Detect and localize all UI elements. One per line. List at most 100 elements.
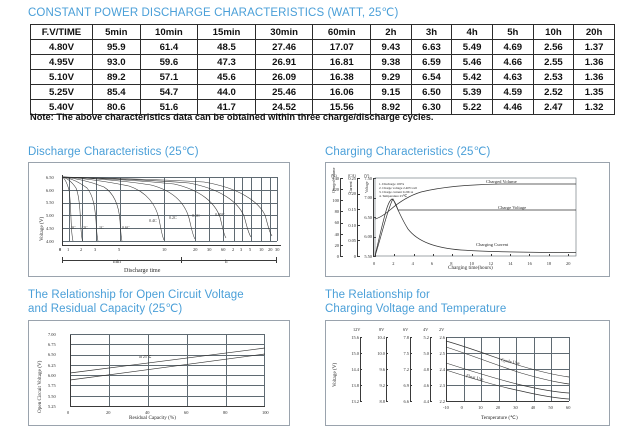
charging-axis-tickmark-0	[340, 200, 343, 202]
charging-axis-tick-2: 6.00	[364, 234, 372, 240]
charging-axis-tickmark-0	[340, 256, 343, 257]
vt-x-axis-title: Temperature (℃)	[481, 415, 518, 421]
discharge-x-tick-h: 5	[249, 247, 252, 252]
table-cell: 54.7	[139, 84, 199, 100]
charging-x-tick: 8	[450, 261, 453, 266]
charging-axis-tickmark-1	[357, 240, 360, 242]
table-cell: 95.9	[92, 39, 141, 55]
vt-x-tick: 30	[513, 405, 518, 410]
vt-scale-tickmark-0	[360, 385, 363, 386]
table-cell: 4.59	[491, 84, 534, 100]
ocv-gridline-h	[70, 375, 265, 377]
ocv-gridline-v	[187, 334, 188, 406]
vt-x-axis	[446, 401, 569, 402]
table-header-cell: 10min	[139, 24, 199, 40]
charging-axis-unit-0: (%)	[331, 174, 337, 178]
vt-gridline-v	[551, 337, 553, 401]
table-note: Note: The above characteristics data can…	[30, 112, 434, 122]
charging-x-tick: 4	[411, 261, 414, 266]
table-cell: 48.5	[197, 39, 256, 55]
charging-axis-tick-0: 20	[334, 242, 339, 248]
charging-curves	[374, 177, 577, 257]
vt-scale-tickmark-0	[360, 401, 363, 402]
ocv-gridline-v	[148, 334, 149, 406]
charging-x-tickmark	[568, 253, 569, 256]
discharge-x-tick-h: 20	[268, 247, 273, 252]
table-cell: 4.63	[491, 69, 534, 85]
table-cell: 47.3	[197, 54, 256, 70]
discharge-curve-label: 0.2C	[169, 215, 177, 220]
charging-x-tick: 6	[430, 261, 434, 266]
ocv-gridline-h	[70, 344, 265, 346]
table-cell: 9.15	[370, 84, 412, 100]
discharge-gridline-v	[195, 177, 196, 241]
ocv-gridline-top	[70, 334, 265, 335]
table-cell: 1.36	[573, 69, 615, 85]
constant-power-table-wrap: F.V/TIME 5min 10min 15min 30min 60min 2h 3h 4h 5h…	[30, 24, 615, 115]
charging-x-tick: 20	[566, 261, 571, 266]
voltage-temperature-panel: The Relationship for Charging Voltage an…	[325, 288, 610, 426]
charging-x-tickmark	[413, 253, 415, 256]
charging-axis-tick-1: 0	[353, 253, 356, 259]
ocv-x-tick: 100	[262, 410, 269, 415]
table-cell: 4.69	[491, 39, 534, 55]
ocv-residual-panel: The Relationship for Open Circuit Voltag…	[28, 288, 290, 426]
charging-axis-tickmark-0	[340, 222, 343, 224]
table-cell: 9.29	[370, 69, 412, 85]
charging-x-tick: 14	[508, 261, 513, 266]
charging-axis-tick-0: 140	[332, 175, 339, 181]
charging-axis-tick-1: 0.25	[348, 175, 356, 181]
table-cell: 1.36	[573, 54, 615, 70]
table-row-label: 4.80V	[30, 39, 93, 55]
charging-axis-tickmark-1	[357, 178, 360, 179]
vt-x-tick: 60	[566, 405, 571, 410]
charging-series-label-voltage: Charge Voltage	[498, 205, 527, 210]
charging-chart: Charged Volume (%) Current (CA) Voltage (V) 1…	[325, 162, 610, 277]
ocv-gridline-h	[70, 385, 265, 387]
charging-x-axis-title: Charging time(hours)	[448, 265, 493, 271]
vt-gridline-v	[569, 337, 570, 401]
discharge-gridline-h	[62, 177, 277, 178]
charging-axis-tickmark-0	[340, 233, 343, 235]
page-title: CONSTANT POWER DISCHARGE CHARACTERISTICS…	[28, 7, 399, 19]
charging-axis-tickmark-2	[373, 217, 376, 218]
charging-x-tickmark	[394, 253, 396, 256]
charging-x-tickmark	[510, 253, 511, 256]
discharge-characteristics-panel: Discharge Characteristics (25℃) Voltage …	[28, 145, 290, 277]
table-cell: 51.6	[139, 99, 199, 115]
charging-axis-tickmark-2	[373, 197, 376, 199]
ocv-y-tick: 6.50	[48, 352, 56, 358]
discharge-curve-label: 0.6C	[122, 225, 130, 230]
table-row-label: 4.95V	[30, 54, 93, 70]
table-cell: 1.37	[573, 39, 615, 55]
discharge-gridline-v	[209, 177, 210, 241]
vt-scale-tickmark-1	[386, 385, 389, 386]
table-cell: 24.52	[254, 99, 314, 115]
vt-scale-tick-0: 15.6	[351, 334, 359, 340]
table-cell: 4.46	[491, 99, 534, 115]
vt-chart-title: The Relationship for Charging Voltage an…	[325, 289, 507, 315]
ocv-chart: Open Circuit Voltage (V) 7.00 6.75 6.50 6.2…	[28, 320, 290, 426]
charging-axis-tickmark-1	[357, 209, 360, 210]
charging-series-label-volume: Charged Volume	[486, 179, 517, 184]
table-cell: 5.49	[451, 39, 493, 55]
charging-x-tick: 18	[546, 261, 552, 266]
discharge-curve-label: 0.1C	[192, 213, 200, 218]
vt-scale-tickmark-1	[386, 337, 389, 338]
ocv-y-tick: 7.00	[48, 331, 56, 337]
vt-scale-tickmark-0	[360, 337, 363, 338]
table-cell: 27.46	[254, 39, 314, 55]
discharge-x-tick-h: 30	[275, 247, 280, 252]
table-cell: 1.35	[573, 84, 615, 100]
table-cell: 5.46	[451, 54, 493, 70]
discharge-gridline-h	[62, 215, 277, 217]
table-cell: 9.38	[370, 54, 412, 70]
ocv-chart-title: The Relationship for Open Circuit Voltag…	[28, 289, 244, 315]
table-cell: 59.6	[139, 54, 199, 70]
discharge-x-tick-min: 2	[80, 247, 83, 252]
vt-scale-header-1: 8V	[379, 327, 385, 332]
charging-axis-tickmark-1	[357, 256, 360, 257]
vt-gridline-v	[516, 337, 518, 401]
ocv-gridline-v	[264, 334, 265, 406]
ocv-y-tick: 5.50	[48, 393, 56, 399]
